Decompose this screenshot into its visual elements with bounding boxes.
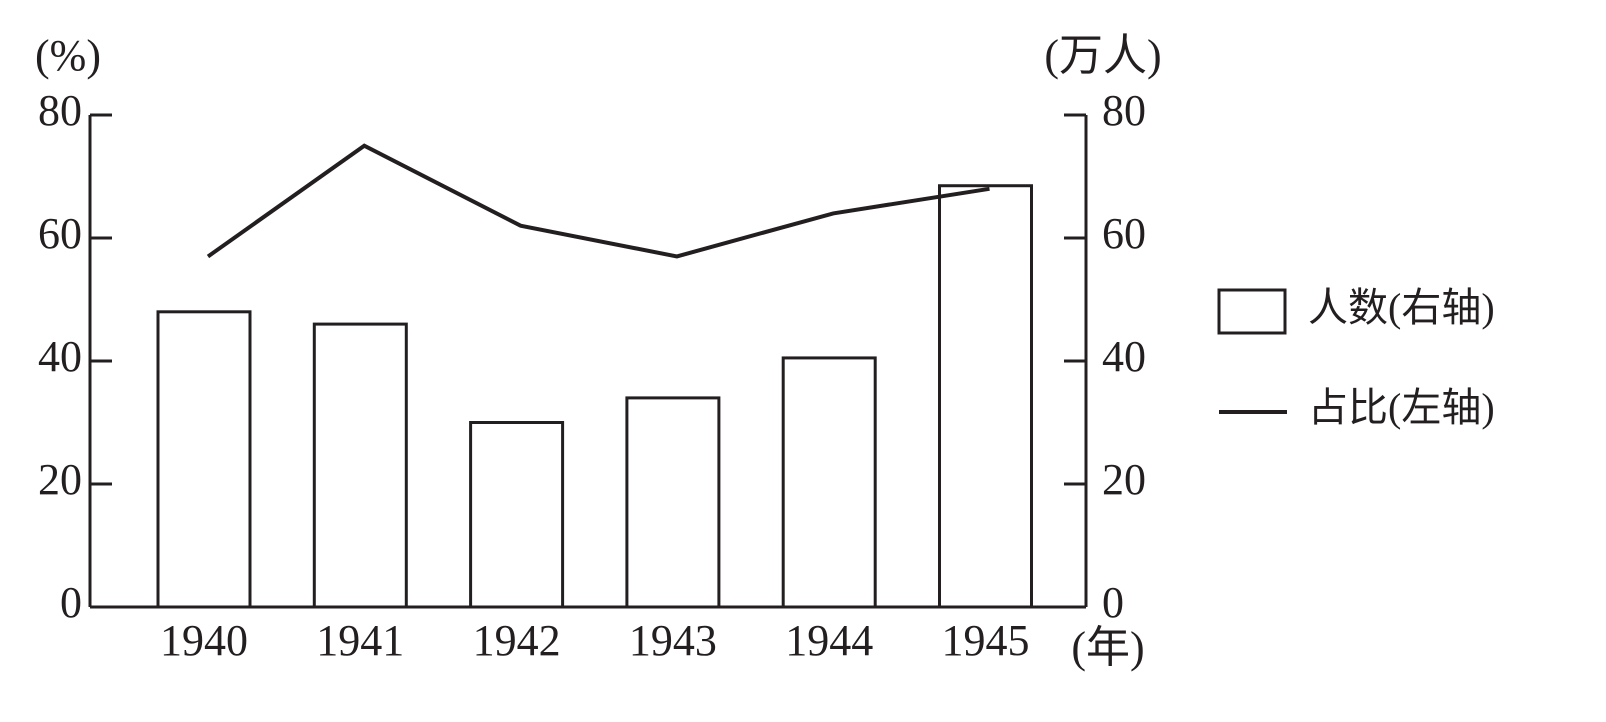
- y-tick-label: 80: [38, 86, 82, 135]
- y2-tick-label: 60: [1102, 209, 1146, 258]
- y2-tick-label: 0: [1102, 578, 1124, 627]
- legend-label: 占比(左轴): [1308, 385, 1495, 430]
- y-axis-label: (%): [35, 31, 101, 80]
- y-tick-label: 20: [38, 455, 82, 504]
- x-tick-label: 1943: [629, 616, 717, 665]
- bar: [625, 396, 721, 609]
- x-tick-label: 1941: [316, 616, 404, 665]
- bar: [312, 322, 408, 609]
- y-tick-label: 60: [38, 209, 82, 258]
- x-tick-label: 1944: [785, 616, 873, 665]
- x-tick-label: 1942: [473, 616, 561, 665]
- x-tick-label: 1940: [160, 616, 248, 665]
- y-tick-label: 0: [60, 578, 82, 627]
- y2-tick-label: 80: [1102, 86, 1146, 135]
- x-axis-label: (年): [1071, 623, 1144, 672]
- bar: [938, 184, 1033, 609]
- x-tick-label: 1945: [942, 616, 1030, 665]
- bar: [469, 421, 565, 609]
- legend-swatch: [1217, 288, 1287, 335]
- y-tick-label: 40: [38, 332, 82, 381]
- bar: [156, 310, 252, 609]
- y2-tick-label: 20: [1102, 455, 1146, 504]
- y2-tick-label: 40: [1102, 332, 1146, 381]
- y2-axis-label: (万人): [1044, 31, 1161, 80]
- bar: [781, 356, 877, 609]
- legend-label: 人数(右轴): [1308, 285, 1495, 330]
- line: [206, 143, 990, 259]
